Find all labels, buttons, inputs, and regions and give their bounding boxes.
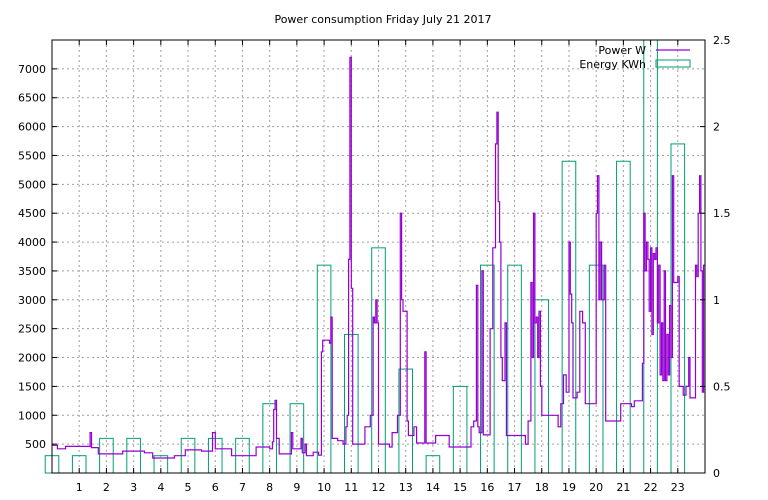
x-tick-label: 18 (535, 481, 549, 494)
y-left-tick-label: 3500 (18, 265, 46, 278)
legend-label-energy: Energy KWh (579, 58, 646, 71)
x-tick-label: 10 (317, 481, 331, 494)
y-left-tick-label: 5500 (18, 149, 46, 162)
y-axis-right-ticks: 0 0.5 1 1.5 2 2.5 (700, 34, 731, 480)
y-left-tick-label: 7000 (18, 63, 46, 76)
x-tick-label: 22 (644, 481, 658, 494)
y-left-tick-label: 4000 (18, 236, 46, 249)
x-tick-label: 21 (616, 481, 630, 494)
x-tick-label: 9 (293, 481, 300, 494)
x-tick-label: 19 (562, 481, 576, 494)
x-tick-label: 20 (589, 481, 603, 494)
y-right-tick-label: 0.5 (713, 380, 731, 393)
x-tick-label: 3 (130, 481, 137, 494)
power-line-series (52, 56, 705, 459)
y-left-tick-label: 2000 (18, 352, 46, 365)
y-left-tick-label: 5000 (18, 178, 46, 191)
y-right-tick-label: 1.5 (713, 207, 731, 220)
x-tick-label: 7 (239, 481, 246, 494)
y-left-tick-label: 1500 (18, 380, 46, 393)
x-tick-label: 16 (480, 481, 494, 494)
x-tick-label: 12 (372, 481, 386, 494)
x-tick-label: 23 (671, 481, 685, 494)
chart-title: Power consumption Friday July 21 2017 (274, 13, 491, 26)
x-tick-label: 5 (185, 481, 192, 494)
x-tick-label: 2 (103, 481, 110, 494)
x-tick-label: 4 (157, 481, 164, 494)
x-tick-label: 13 (399, 481, 413, 494)
x-tick-label: 6 (212, 481, 219, 494)
y-left-tick-label: 6000 (18, 121, 46, 134)
legend-label-power: Power W (598, 44, 646, 57)
x-tick-label: 11 (344, 481, 358, 494)
x-tick-label: 8 (266, 481, 273, 494)
y-right-tick-label: 1 (713, 294, 720, 307)
y-left-tick-label: 1000 (18, 409, 46, 422)
energy-bar (670, 143, 686, 474)
y-right-tick-label: 2.5 (713, 34, 731, 47)
x-tick-label: 17 (508, 481, 522, 494)
y-left-tick-label: 500 (25, 438, 46, 451)
energy-bars (44, 39, 686, 474)
y-left-tick-label: 6500 (18, 92, 46, 105)
y-right-tick-label: 2 (713, 121, 720, 134)
y-axis-left-ticks: 500 1000 1500 2000 2500 3000 3500 4000 4500 5000 5… (18, 63, 57, 451)
x-tick-label: 1 (76, 481, 83, 494)
y-right-tick-label: 0 (713, 467, 720, 480)
x-axis-ticks: 1 2 3 4 5 6 7 8 9 10 11 12 13 14 15 16 17 18 19 20 21 22 23 (76, 40, 685, 494)
x-tick-label: 15 (453, 481, 467, 494)
x-tick-label: 14 (426, 481, 440, 494)
energy-bar (262, 403, 277, 474)
legend-swatch-energy (655, 59, 691, 68)
y-left-tick-label: 3000 (18, 294, 46, 307)
y-left-tick-label: 4500 (18, 207, 46, 220)
y-left-tick-label: 2500 (18, 323, 46, 336)
